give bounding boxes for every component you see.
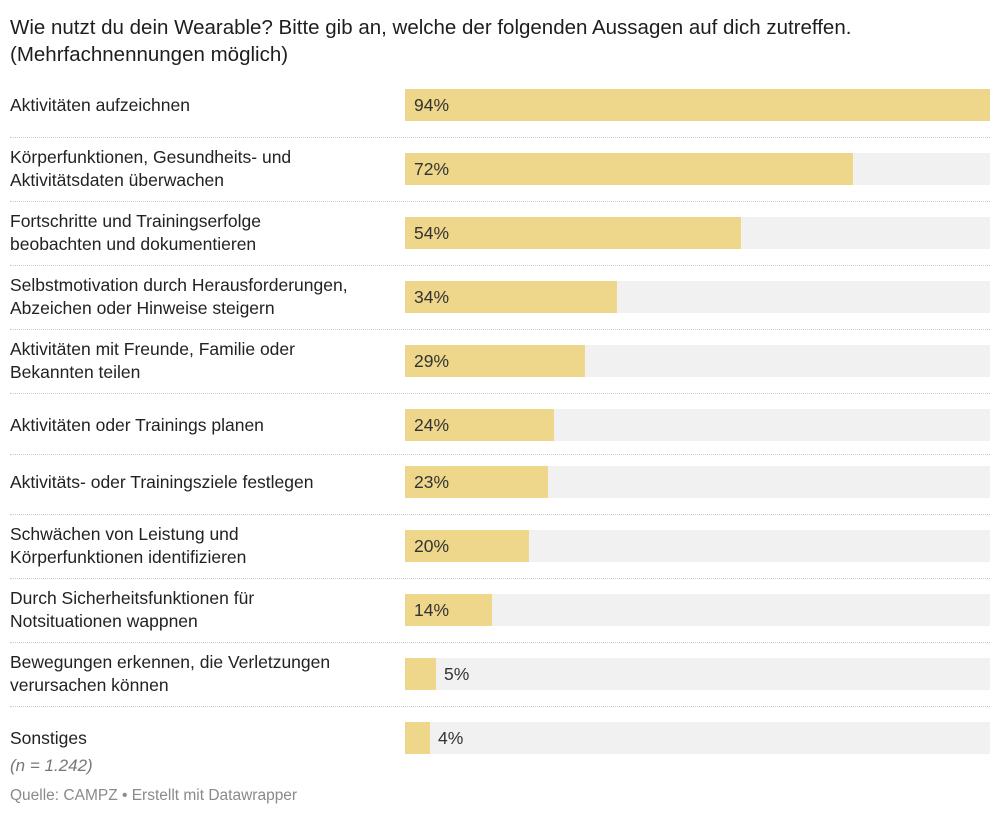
- bar-track: 24%: [405, 409, 990, 441]
- value-label: 94%: [414, 95, 450, 115]
- bar: [405, 466, 548, 498]
- category-label: Fortschritte und Trainingserfolge beobach…: [10, 210, 400, 256]
- category-label: Aktivitäten aufzeichnen: [10, 94, 400, 117]
- row-separator: [10, 329, 990, 330]
- category-label: Aktivitäten oder Trainings planen: [10, 414, 400, 437]
- bar-track: 4%: [405, 722, 990, 754]
- row-separator: [10, 137, 990, 138]
- category-label-line: Schwächen von Leistung und: [10, 524, 239, 544]
- source-credit: Quelle: CAMPZ • Erstellt mit Datawrapper: [10, 787, 298, 804]
- value-label: 20%: [414, 536, 450, 556]
- sample-size-note: (n = 1.242): [10, 756, 93, 775]
- category-label: Körperfunktionen, Gesundheits- und Aktivi…: [10, 146, 400, 192]
- row-separator: [10, 706, 990, 707]
- bar-track: 54%: [405, 217, 990, 249]
- bar-track: 14%: [405, 594, 990, 626]
- value-label: 29%: [414, 351, 450, 371]
- bar-chart: Aktivitäten aufzeichnen 94% Körperfunktion…: [10, 89, 990, 754]
- category-label: Aktivitäten mit Freunde, Familie oder Bek…: [10, 338, 400, 384]
- value-label: 24%: [414, 415, 450, 435]
- value-label: 5%: [444, 664, 470, 684]
- row-separator: [10, 393, 990, 394]
- category-label-line: Notsituationen wappnen: [10, 611, 198, 631]
- row-separator: [10, 578, 990, 579]
- bar: [405, 658, 436, 690]
- bar: [405, 153, 853, 185]
- category-label: Bewegungen erkennen, die Verletzungen ver…: [10, 651, 400, 697]
- category-label-line: Aktivitäten oder Trainings planen: [10, 414, 264, 435]
- bar: [405, 89, 990, 121]
- row-separator: [10, 454, 990, 455]
- category-label-line: Aktivitäten mit Freunde, Familie oder: [10, 339, 295, 359]
- row-separator: [10, 265, 990, 266]
- category-label-line: Körperfunktionen identifizieren: [10, 547, 247, 567]
- category-label-line: Sonstiges: [10, 727, 87, 748]
- category-label-line: Fortschritte und Trainingserfolge: [10, 211, 261, 231]
- value-label: 72%: [414, 159, 450, 179]
- category-label-line: Aktivitäts- oder Trainingsziele festlege…: [10, 471, 314, 492]
- category-label-line: Aktivitäten aufzeichnen: [10, 94, 190, 115]
- category-label: Aktivitäts- oder Trainingsziele festlege…: [10, 471, 400, 494]
- bar: [405, 281, 617, 313]
- row-separator: [10, 514, 990, 515]
- bar-track: 94%: [405, 89, 990, 121]
- category-label-line: Aktivitätsdaten überwachen: [10, 170, 225, 190]
- category-label-line: Durch Sicherheitsfunktionen für: [10, 588, 255, 608]
- row-separator: [10, 201, 990, 202]
- bar-track: 34%: [405, 281, 990, 313]
- category-label-line: Selbstmotivation durch Herausforderungen…: [10, 275, 348, 295]
- value-label: 54%: [414, 223, 450, 243]
- bar-track: 23%: [405, 466, 990, 498]
- chart-title: Wie nutzt du dein Wearable? Bitte gib an…: [10, 16, 852, 66]
- value-label: 4%: [438, 728, 464, 748]
- bar: [405, 722, 430, 754]
- bar: [405, 594, 492, 626]
- category-label: Schwächen von Leistung und Körperfunktion…: [10, 523, 400, 569]
- bar-track: 72%: [405, 153, 990, 185]
- category-label: Sonstiges: [10, 727, 400, 750]
- category-label-line: Abzeichen oder Hinweise steigern: [10, 298, 275, 318]
- category-label: Durch Sicherheitsfunktionen für Notsituat…: [10, 587, 400, 633]
- bar: [405, 345, 585, 377]
- bar: [405, 217, 741, 249]
- bar-track: 20%: [405, 530, 990, 562]
- row-separator: [10, 642, 990, 643]
- category-label-line: verursachen können: [10, 675, 169, 695]
- value-label: 23%: [414, 472, 450, 492]
- category-label-line: Bekannten teilen: [10, 362, 141, 382]
- category-label-line: Körperfunktionen, Gesundheits- und: [10, 147, 292, 167]
- bar: [405, 409, 554, 441]
- bar-track: 29%: [405, 345, 990, 377]
- category-label-line: Bewegungen erkennen, die Verletzungen: [10, 652, 331, 672]
- category-label: Selbstmotivation durch Herausforderungen…: [10, 274, 400, 320]
- bar: [405, 530, 529, 562]
- value-label: 34%: [414, 287, 450, 307]
- category-label-line: beobachten und dokumentieren: [10, 234, 257, 254]
- value-label: 14%: [414, 600, 450, 620]
- bar-track: 5%: [405, 658, 990, 690]
